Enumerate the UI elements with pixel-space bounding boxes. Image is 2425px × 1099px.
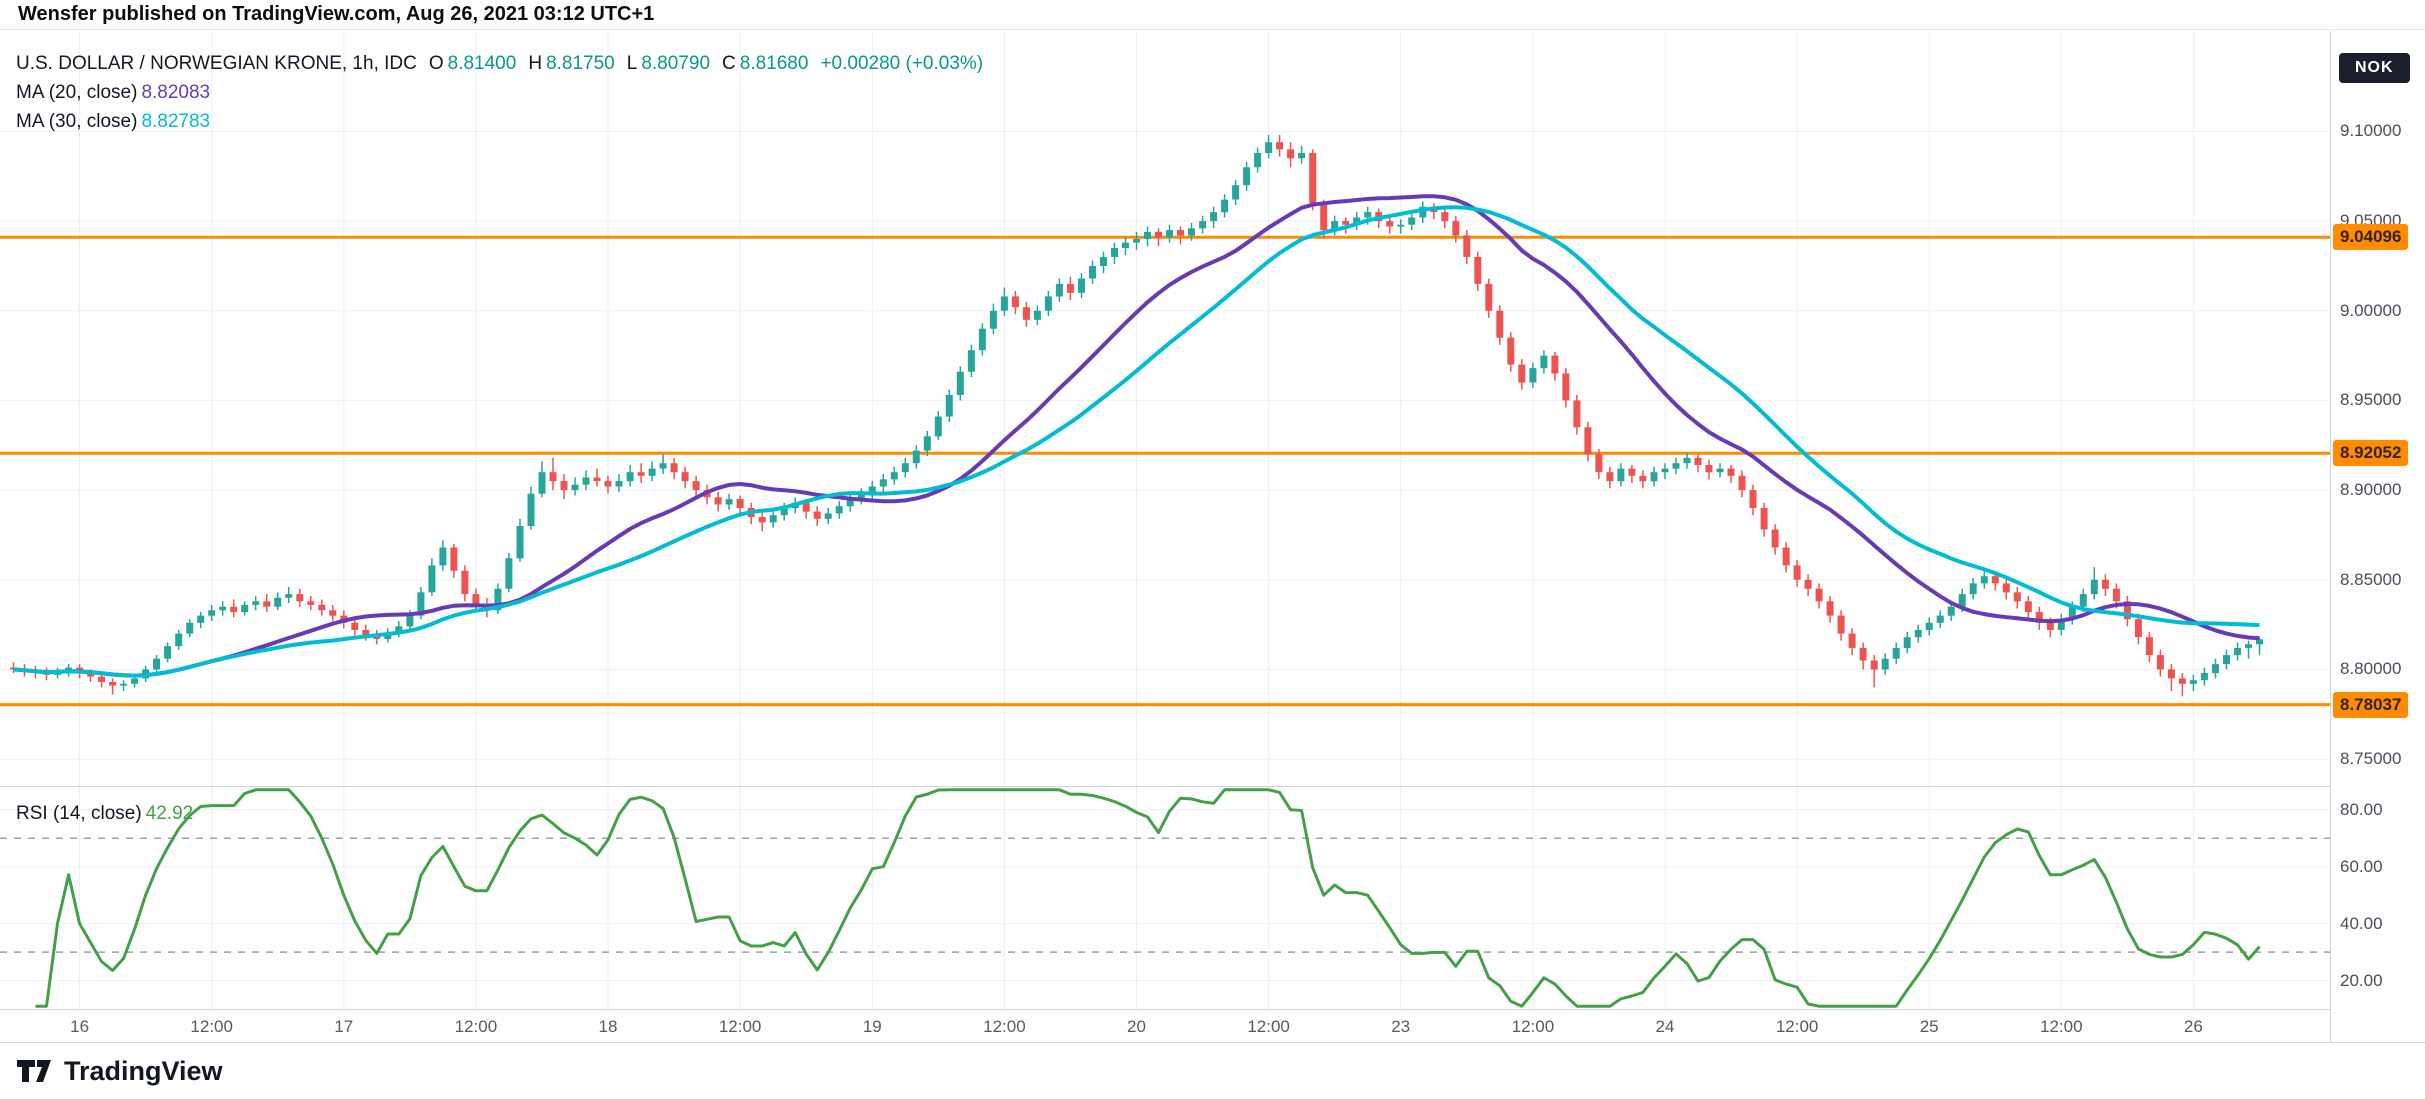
time-axis-label: 25 bbox=[1919, 1017, 1939, 1036]
rsi-axis-label: 80.00 bbox=[2340, 799, 2383, 819]
price-level-badge: 8.92052 bbox=[2333, 440, 2409, 467]
close-value: 8.81680 bbox=[739, 52, 809, 74]
main-chart-canvas[interactable] bbox=[0, 31, 2330, 786]
publish-banner: Wensfer published on TradingView.com, Au… bbox=[0, 0, 2425, 30]
time-axis-label: 12:00 bbox=[1247, 1017, 1290, 1036]
time-axis-label: 24 bbox=[1655, 1017, 1675, 1036]
chart-legend: U.S. DOLLAR / NORWEGIAN KRONE, 1h, IDC O… bbox=[16, 49, 983, 136]
rsi-legend: RSI (14, close) 42.92 bbox=[16, 799, 193, 828]
ma20-value: 8.82083 bbox=[141, 81, 211, 103]
symbol-title: U.S. DOLLAR / NORWEGIAN KRONE, 1h, IDC bbox=[16, 52, 417, 74]
rsi-line bbox=[35, 788, 2261, 1008]
rsi-value: 42.92 bbox=[145, 802, 194, 824]
time-axis-label: 12:00 bbox=[454, 1017, 498, 1036]
high-label: H bbox=[528, 52, 543, 74]
price-level-badge: 9.04096 bbox=[2333, 224, 2409, 251]
ma30-line bbox=[13, 205, 2260, 678]
symbol-row: U.S. DOLLAR / NORWEGIAN KRONE, 1h, IDC O… bbox=[16, 49, 983, 78]
ma20-line bbox=[13, 194, 2260, 678]
rsi-label: RSI (14, close) bbox=[16, 802, 142, 824]
time-axis-label: 23 bbox=[1391, 1017, 1411, 1036]
rsi-time-divider bbox=[0, 1009, 2425, 1010]
ma30-label: MA (30, close) bbox=[16, 110, 138, 132]
time-axis-label: 19 bbox=[862, 1017, 882, 1036]
high-value: 8.81750 bbox=[546, 52, 615, 74]
price-level-badge: 8.78037 bbox=[2333, 691, 2409, 718]
time-axis-label: 20 bbox=[1127, 1017, 1146, 1036]
chart-frame-bottom bbox=[0, 1042, 2425, 1043]
tradingview-wordmark[interactable]: TradingView bbox=[64, 1055, 223, 1086]
ma30-value: 8.82783 bbox=[141, 110, 211, 132]
time-axis-label: 12:00 bbox=[718, 1017, 762, 1036]
close-label: C bbox=[722, 52, 736, 74]
time-axis-label: 12:00 bbox=[2040, 1017, 2083, 1036]
time-axis-label: 12:00 bbox=[190, 1017, 233, 1036]
rsi-axis-label: 40.00 bbox=[2340, 913, 2383, 933]
time-axis-label: 12:00 bbox=[983, 1017, 1026, 1036]
low-label: L bbox=[626, 52, 638, 74]
currency-badge[interactable]: NOK bbox=[2339, 53, 2410, 83]
price-axis-label: 9.00000 bbox=[2340, 300, 2402, 320]
time-axis-label: 17 bbox=[334, 1017, 354, 1036]
price-pane[interactable]: U.S. DOLLAR / NORWEGIAN KRONE, 1h, IDC O… bbox=[0, 31, 2330, 786]
price-axis-label: 8.85000 bbox=[2340, 569, 2402, 589]
change-value: +0.00280 (+0.03%) bbox=[820, 52, 984, 74]
price-axis-label: 8.80000 bbox=[2340, 659, 2402, 679]
price-axis-label: 9.10000 bbox=[2340, 121, 2402, 141]
rsi-axis-label: 60.00 bbox=[2340, 856, 2383, 876]
ma30-row: MA (30, close) 8.82783 bbox=[16, 107, 983, 136]
time-axis-label: 18 bbox=[598, 1017, 618, 1036]
time-axis-label: 12:00 bbox=[1511, 1017, 1555, 1036]
price-axis-label: 8.95000 bbox=[2340, 390, 2402, 410]
pane-divider[interactable] bbox=[0, 786, 2425, 787]
rsi-pane[interactable]: RSI (14, close) 42.92 bbox=[0, 787, 2330, 1009]
price-axis-label: 8.75000 bbox=[2340, 749, 2402, 769]
ma20-label: MA (20, close) bbox=[16, 81, 138, 103]
time-axis-label: 26 bbox=[2183, 1017, 2203, 1036]
open-label: O bbox=[428, 52, 444, 74]
publish-banner-text: Wensfer published on TradingView.com, Au… bbox=[18, 3, 655, 25]
rsi-axis-label: 20.00 bbox=[2340, 970, 2383, 990]
candles bbox=[10, 135, 2263, 697]
price-axis-label: 8.90000 bbox=[2340, 480, 2402, 500]
price-axis[interactable]: NOK 9.10000 9.05000 9.00000 8.95000 8.90000 8… bbox=[2330, 31, 2425, 1042]
footer: TradingView bbox=[0, 1043, 2425, 1099]
low-value: 8.80790 bbox=[641, 52, 711, 74]
open-value: 8.81400 bbox=[447, 52, 517, 74]
time-axis-label: 16 bbox=[70, 1017, 90, 1036]
rsi-chart-canvas[interactable] bbox=[0, 787, 2330, 1009]
tradingview-logo-icon[interactable] bbox=[16, 1059, 54, 1083]
time-axis[interactable]: 16 12:00 17 12:00 18 12:00 19 12:00 20 12:00 23 12:… bbox=[0, 1010, 2330, 1042]
time-axis-label: 12:00 bbox=[1775, 1017, 1819, 1036]
ma20-row: MA (20, close) 8.82083 bbox=[16, 78, 983, 107]
